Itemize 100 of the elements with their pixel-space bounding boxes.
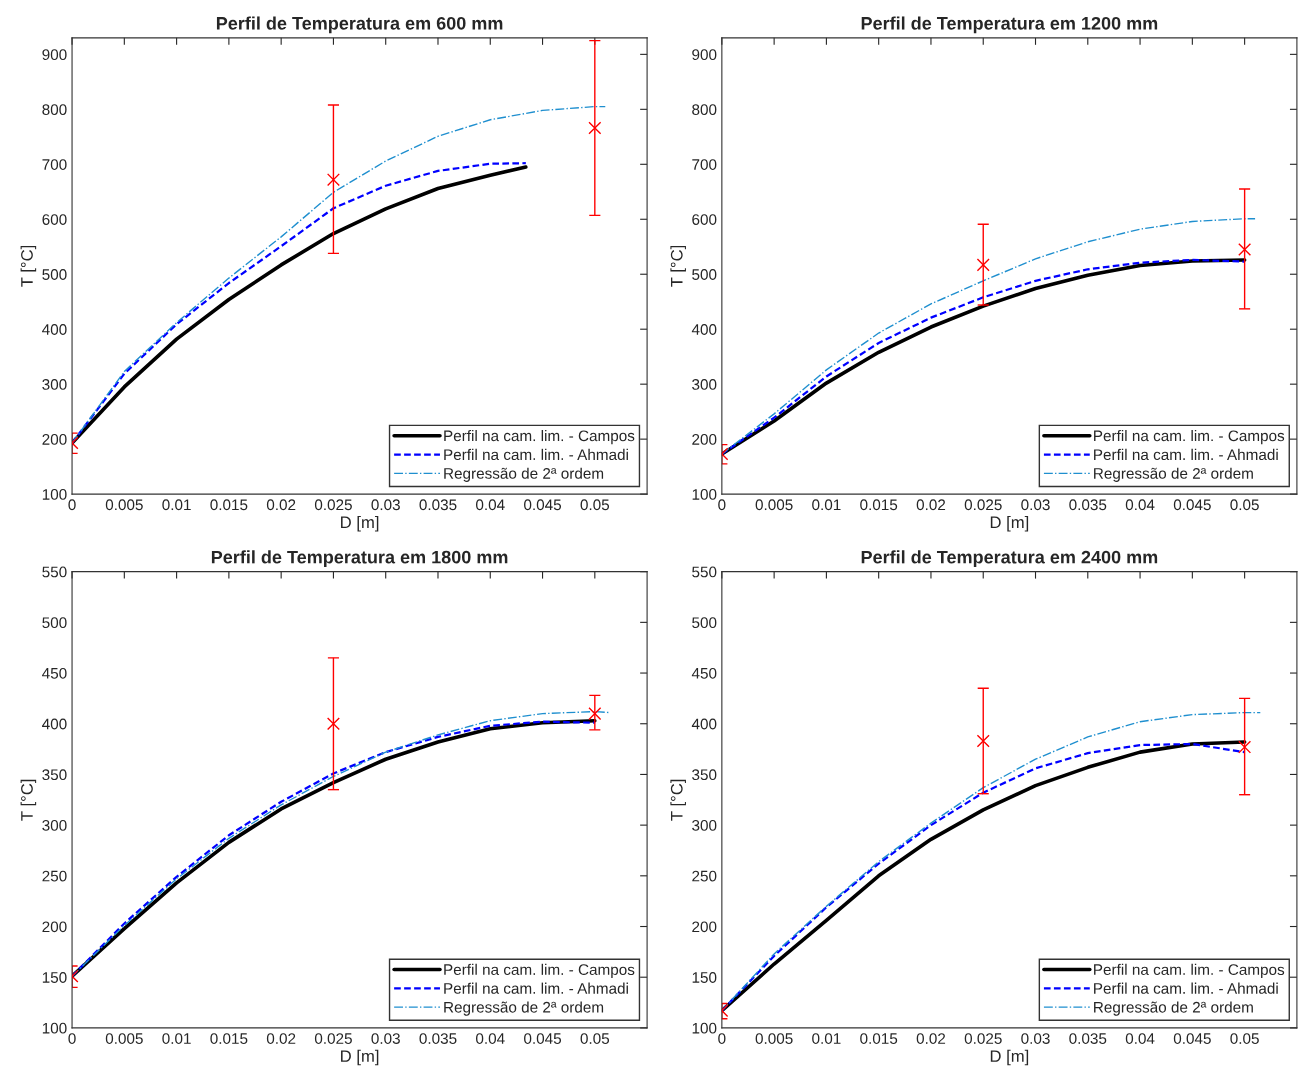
- x-tick-label: 0.02: [266, 1033, 296, 1044]
- legend-label: Perfil na cam. lim. - Campos: [444, 963, 635, 979]
- x-axis-title: D [m]: [990, 1049, 1029, 1066]
- x-tick-label: 0: [718, 1033, 726, 1044]
- y-tick-label: 300: [692, 379, 717, 390]
- y-tick-label: 200: [692, 921, 717, 933]
- x-tick-label: 0.025: [964, 499, 1002, 511]
- x-tick-label: 0.035: [1069, 499, 1107, 511]
- y-tick-label: 300: [692, 820, 717, 831]
- x-tick-label: 0.035: [419, 1033, 457, 1044]
- y-tick-label: 400: [42, 718, 67, 730]
- legend-label: Regressão de 2ª ordem: [444, 467, 604, 482]
- x-tick-label: 0: [718, 499, 726, 511]
- legend-label: Perfil na cam. lim. - Campos: [1094, 963, 1285, 979]
- x-tick-label: 0.05: [580, 499, 610, 511]
- x-tick-label: 0.01: [812, 1033, 841, 1044]
- x-tick-label: 0.005: [755, 1033, 793, 1044]
- y-tick-label: 300: [42, 379, 67, 390]
- x-tick-label: 0.035: [1069, 1033, 1107, 1044]
- x-tick-label: 0.045: [524, 499, 562, 511]
- y-tick-label: 400: [691, 718, 717, 730]
- chart-title: Perfil de Temperatura em 600 mm: [216, 16, 503, 34]
- y-tick-label: 100: [42, 1022, 67, 1034]
- y-tick-label: 900: [42, 49, 67, 61]
- x-tick-label: 0.015: [210, 1033, 248, 1044]
- x-tick-label: 0.04: [1125, 499, 1155, 511]
- y-tick-label: 700: [692, 159, 717, 170]
- y-axis-title: T [°C]: [20, 779, 37, 821]
- x-tick-label: 0.02: [916, 1033, 946, 1044]
- legend-label: Regressão de 2ª ordem: [444, 1001, 604, 1016]
- x-tick-label: 0.045: [524, 1033, 562, 1044]
- y-tick-label: 900: [692, 49, 717, 61]
- x-axis-title: D [m]: [341, 1049, 379, 1066]
- y-tick-label: 800: [692, 104, 717, 116]
- y-tick-label: 200: [42, 434, 67, 445]
- x-tick-label: 0.05: [580, 1033, 610, 1044]
- x-tick-label: 0.03: [1021, 499, 1050, 511]
- x-tick-label: 0: [68, 499, 76, 511]
- x-tick-label: 0.02: [916, 499, 946, 511]
- x-tick-label: 0.015: [210, 499, 248, 511]
- y-tick-label: 250: [42, 870, 67, 882]
- point: [976, 734, 990, 748]
- legend-label: Perfil na cam. lim. - Campos: [444, 429, 635, 445]
- legend-label: Perfil na cam. lim. - Campos: [1094, 429, 1285, 445]
- y-tick-label: 550: [42, 566, 67, 578]
- legend-label: Perfil na cam. lim. - Ahmadi: [444, 982, 628, 994]
- x-tick-label: 0.01: [162, 1033, 191, 1044]
- y-tick-label: 100: [692, 1022, 717, 1034]
- x-tick-label: 0.015: [860, 1033, 898, 1044]
- y-tick-label: 150: [692, 972, 717, 983]
- x-tick-label: 0.02: [266, 499, 296, 511]
- legend-label: Perfil na cam. lim. - Ahmadi: [1094, 448, 1278, 461]
- y-tick-label: 500: [692, 617, 717, 629]
- x-tick-label: 0.03: [371, 499, 400, 511]
- y-axis-title: T [°C]: [670, 245, 686, 287]
- x-tick-label: 0.03: [1021, 1033, 1050, 1044]
- x-tick-label: 0.005: [105, 1033, 143, 1044]
- y-tick-label: 400: [42, 324, 67, 335]
- chart-title: Perfil de Temperatura em 1200 mm: [861, 16, 1158, 34]
- y-tick-label: 300: [42, 820, 67, 831]
- chart-title: Perfil de Temperatura em 2400 mm: [861, 550, 1158, 568]
- y-tick-label: 700: [42, 159, 67, 170]
- y-tick-label: 350: [42, 769, 67, 781]
- y-tick-label: 150: [42, 972, 67, 983]
- x-tick-label: 0.045: [1173, 1033, 1211, 1044]
- y-tick-label: 200: [42, 921, 67, 933]
- legend-label: Perfil na cam. lim. - Ahmadi: [1094, 982, 1278, 994]
- y-tick-label: 200: [692, 434, 717, 445]
- y-tick-label: 100: [692, 488, 717, 500]
- point: [1238, 242, 1252, 257]
- x-tick-label: 0.025: [314, 499, 352, 511]
- legend-label: Regressão de 2ª ordem: [1094, 467, 1253, 482]
- x-tick-label: 0.01: [812, 499, 841, 511]
- x-tick-label: 0.025: [314, 1033, 352, 1044]
- point: [1238, 740, 1252, 754]
- point: [976, 258, 990, 272]
- chart-title: Perfil de Temperatura em 1800 mm: [211, 550, 508, 568]
- y-tick-label: 450: [42, 667, 67, 679]
- x-tick-label: 0.05: [1230, 499, 1259, 511]
- x-axis-title: D [m]: [341, 515, 379, 532]
- x-tick-label: 0.015: [860, 499, 898, 511]
- legend-label: Regressão de 2ª ordem: [1094, 1001, 1253, 1016]
- x-tick-label: 0.04: [476, 1033, 505, 1044]
- y-tick-label: 450: [691, 667, 717, 679]
- y-axis-title: T [°C]: [670, 779, 686, 821]
- x-tick-label: 0.005: [755, 499, 793, 511]
- y-tick-label: 550: [692, 566, 717, 578]
- x-tick-label: 0.025: [964, 1033, 1002, 1044]
- y-tick-label: 500: [692, 269, 717, 280]
- x-tick-label: 0.05: [1230, 1033, 1259, 1044]
- x-tick-label: 0.03: [371, 1033, 400, 1044]
- y-axis-title: T [°C]: [20, 245, 37, 287]
- x-tick-label: 0.04: [476, 499, 505, 511]
- x-tick-label: 0.035: [419, 499, 457, 511]
- y-tick-label: 600: [42, 214, 67, 225]
- y-tick-label: 500: [42, 269, 67, 280]
- x-tick-label: 0.005: [105, 499, 143, 511]
- y-tick-label: 500: [42, 617, 67, 629]
- y-tick-label: 800: [42, 104, 67, 116]
- y-tick-label: 400: [691, 324, 717, 335]
